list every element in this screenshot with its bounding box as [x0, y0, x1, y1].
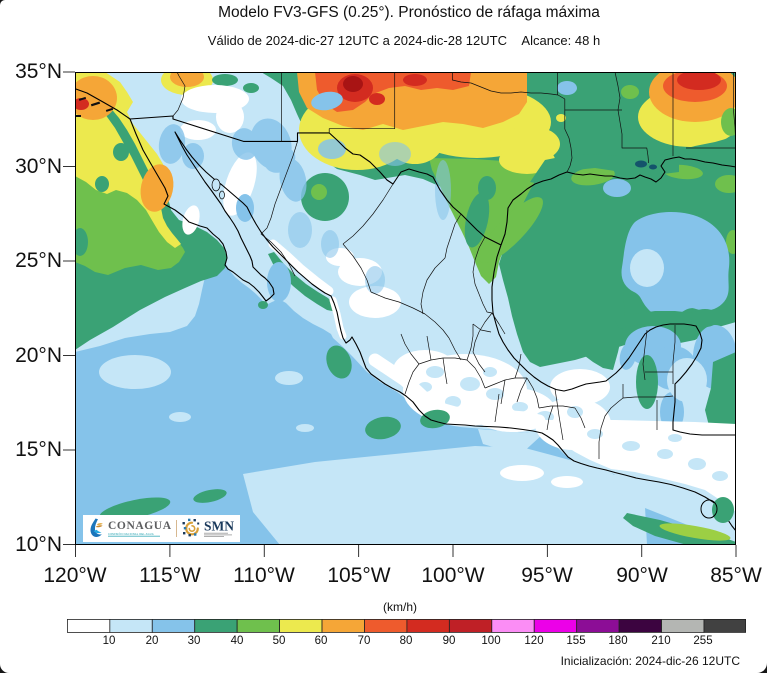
svg-text:CONAGUA: CONAGUA [108, 520, 172, 532]
svg-text:COMISIÓN NACIONAL DEL AGUA: COMISIÓN NACIONAL DEL AGUA [108, 531, 154, 536]
svg-text:SMN: SMN [204, 519, 234, 534]
